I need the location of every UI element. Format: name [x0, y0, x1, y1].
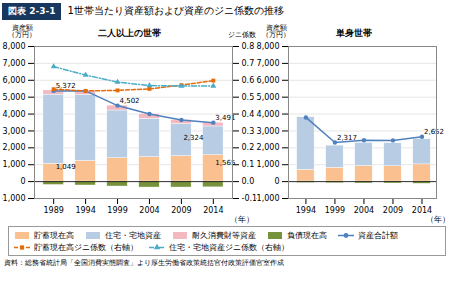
- html-text:ジニ係数: ジニ係数: [228, 31, 256, 39]
- html-text:図表 2-3-1: 図表 2-3-1: [8, 5, 56, 16]
- svg-text:8,000: 8,000: [257, 42, 280, 51]
- svg-text:7,000: 7,000: [257, 59, 280, 68]
- html-text:住宅・宅地資産: 住宅・宅地資産: [105, 230, 161, 240]
- svg-text:2,317: 2,317: [337, 134, 357, 142]
- svg-text:4,502: 4,502: [120, 97, 140, 105]
- svg-text:0.7: 0.7: [242, 59, 255, 68]
- svg-text:0.3: 0.3: [242, 127, 255, 136]
- svg-text:0.4: 0.4: [242, 110, 255, 119]
- svg-text:1999: 1999: [107, 206, 127, 215]
- svg-text:8,000: 8,000: [3, 42, 26, 51]
- svg-text:0.2: 0.2: [242, 143, 255, 152]
- html-text:貯蓄現在高ジニ係数（右軸）: 貯蓄現在高ジニ係数（右軸）: [34, 242, 138, 252]
- svg-text:5,000: 5,000: [3, 93, 26, 102]
- svg-text:2,000: 2,000: [3, 143, 26, 152]
- html-text:資産合計額: 資産合計額: [358, 230, 398, 240]
- svg-text:0.1: 0.1: [242, 160, 255, 169]
- svg-text:2,000: 2,000: [257, 143, 280, 152]
- svg-text:1994: 1994: [296, 206, 316, 215]
- svg-text:2014: 2014: [203, 206, 223, 215]
- svg-text:5,000: 5,000: [257, 93, 280, 102]
- svg-text:（年）: （年）: [426, 215, 450, 224]
- html-text:貯蓄現在高: 貯蓄現在高: [34, 230, 74, 240]
- svg-text:0.5: 0.5: [242, 93, 255, 102]
- svg-text:4,000: 4,000: [3, 110, 26, 119]
- svg-text:0: 0: [274, 177, 279, 186]
- svg-text:0.0: 0.0: [242, 177, 255, 186]
- svg-text:6,000: 6,000: [257, 76, 280, 85]
- html-text:資料：総務省統計局「全国消費実態調査」より厚生労働省政策統括: 資料：総務省統計局「全国消費実態調査」より厚生労働省政策統括官付政策評価官室作成: [4, 259, 284, 267]
- html-text:負債現在高: 負債現在高: [287, 230, 327, 240]
- svg-text:1,049: 1,049: [56, 163, 76, 171]
- html-text:単身世帯: 単身世帯: [336, 28, 372, 38]
- svg-text:1,000: 1,000: [257, 160, 280, 169]
- svg-text:0.8: 0.8: [242, 42, 255, 51]
- html-text:二人以上の世帯: 二人以上の世帯: [97, 28, 161, 38]
- svg-text:-0.1: -0.1: [242, 194, 257, 203]
- svg-text:2,324: 2,324: [183, 134, 204, 142]
- svg-text:1,000: 1,000: [3, 160, 26, 169]
- svg-text:2004: 2004: [139, 206, 159, 215]
- svg-text:5,372: 5,372: [56, 82, 76, 90]
- html-text:1世帯当たり資産額および資産のジニ係数の推移: 1世帯当たり資産額および資産のジニ係数の推移: [67, 5, 284, 16]
- svg-text:1,565: 1,565: [215, 159, 236, 168]
- svg-text:-1,000: -1,000: [256, 194, 280, 203]
- svg-text:2004: 2004: [354, 206, 374, 215]
- svg-text:0.6: 0.6: [242, 76, 255, 85]
- svg-text:3,491: 3,491: [215, 113, 236, 122]
- html-text:資産額 （万円）: 資産額 （万円）: [262, 23, 290, 40]
- svg-text:2014: 2014: [411, 206, 433, 216]
- svg-text:2009: 2009: [383, 206, 403, 215]
- svg-text:7,000: 7,000: [3, 59, 26, 68]
- svg-text:3,000: 3,000: [257, 127, 280, 136]
- svg-text:1994: 1994: [75, 206, 95, 215]
- html-text:資産額 （万円）: 資産額 （万円）: [8, 23, 36, 40]
- svg-text:2,652: 2,652: [424, 128, 444, 136]
- svg-text:0: 0: [20, 177, 25, 186]
- svg-text:-1,000: -1,000: [2, 194, 26, 203]
- svg-text:（年）: （年）: [230, 215, 254, 224]
- html-text:住宅・宅地資産ジニ係数（右軸）: 住宅・宅地資産ジニ係数（右軸）: [169, 242, 289, 252]
- svg-text:4,000: 4,000: [257, 110, 280, 119]
- svg-text:1989: 1989: [43, 206, 63, 215]
- svg-text:2009: 2009: [171, 206, 191, 215]
- html-text:耐久消費財等資産: 耐久消費財等資産: [192, 230, 256, 240]
- svg-text:6,000: 6,000: [3, 76, 26, 85]
- svg-text:3,000: 3,000: [3, 127, 26, 136]
- svg-text:1999: 1999: [325, 206, 345, 215]
